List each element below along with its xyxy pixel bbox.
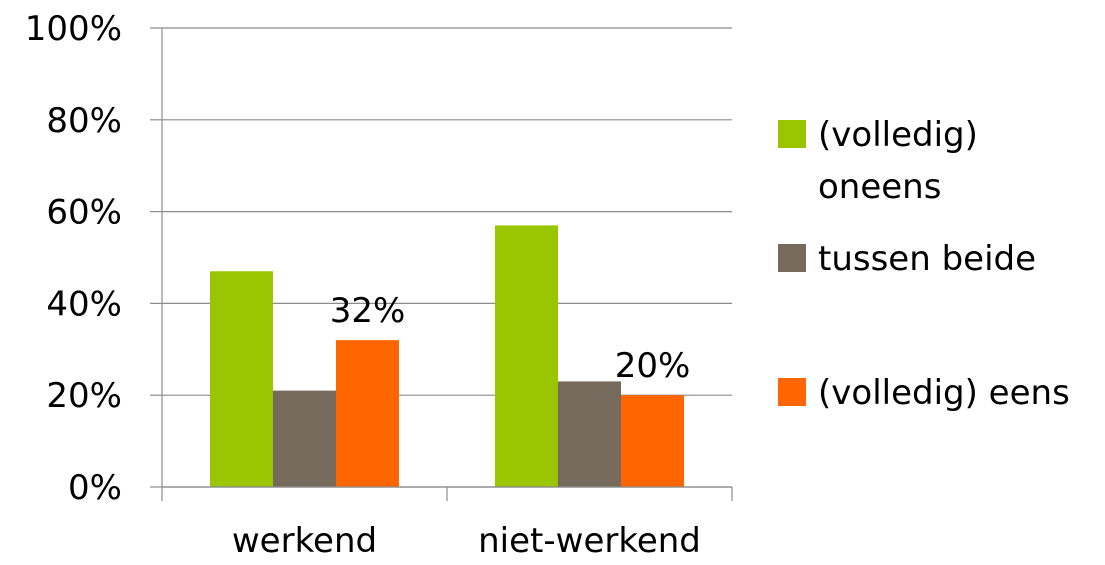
legend-swatch xyxy=(778,244,806,272)
bars xyxy=(210,225,684,487)
legend-label: (volledig) xyxy=(818,115,978,155)
data-label: 32% xyxy=(330,291,406,331)
legend-swatch xyxy=(778,120,806,148)
y-tick-label: 40% xyxy=(46,284,122,324)
y-tick-label: 20% xyxy=(46,376,122,416)
y-tick-label: 60% xyxy=(46,193,122,233)
legend-label: oneens xyxy=(818,167,941,207)
y-axis: 0% 20% 40% 60% 80% 100% xyxy=(25,9,163,508)
bar-volledig-oneens-werkend xyxy=(210,271,273,487)
legend: (volledig) oneens tussen beide (volledig) e… xyxy=(778,115,1070,413)
x-category-label: niet-werkend xyxy=(478,521,701,561)
bar-tussen-beide-niet-werkend xyxy=(558,381,621,487)
bar-volledig-oneens-niet-werkend xyxy=(495,225,558,487)
y-tick-label: 100% xyxy=(25,9,122,49)
data-label: 20% xyxy=(615,346,691,386)
legend-label: (volledig) eens xyxy=(818,373,1070,413)
y-tick-label: 0% xyxy=(68,468,122,508)
y-tick-label: 80% xyxy=(46,101,122,141)
bar-volledig-eens-niet-werkend xyxy=(621,395,684,487)
x-category-label: werkend xyxy=(232,521,377,561)
legend-label: tussen beide xyxy=(818,239,1036,279)
bar-volledig-eens-werkend xyxy=(336,340,399,487)
x-axis: werkend niet-werkend xyxy=(161,486,733,561)
legend-swatch xyxy=(778,378,806,406)
bar-tussen-beide-werkend xyxy=(273,390,336,487)
data-labels: 32% 20% xyxy=(330,291,691,386)
